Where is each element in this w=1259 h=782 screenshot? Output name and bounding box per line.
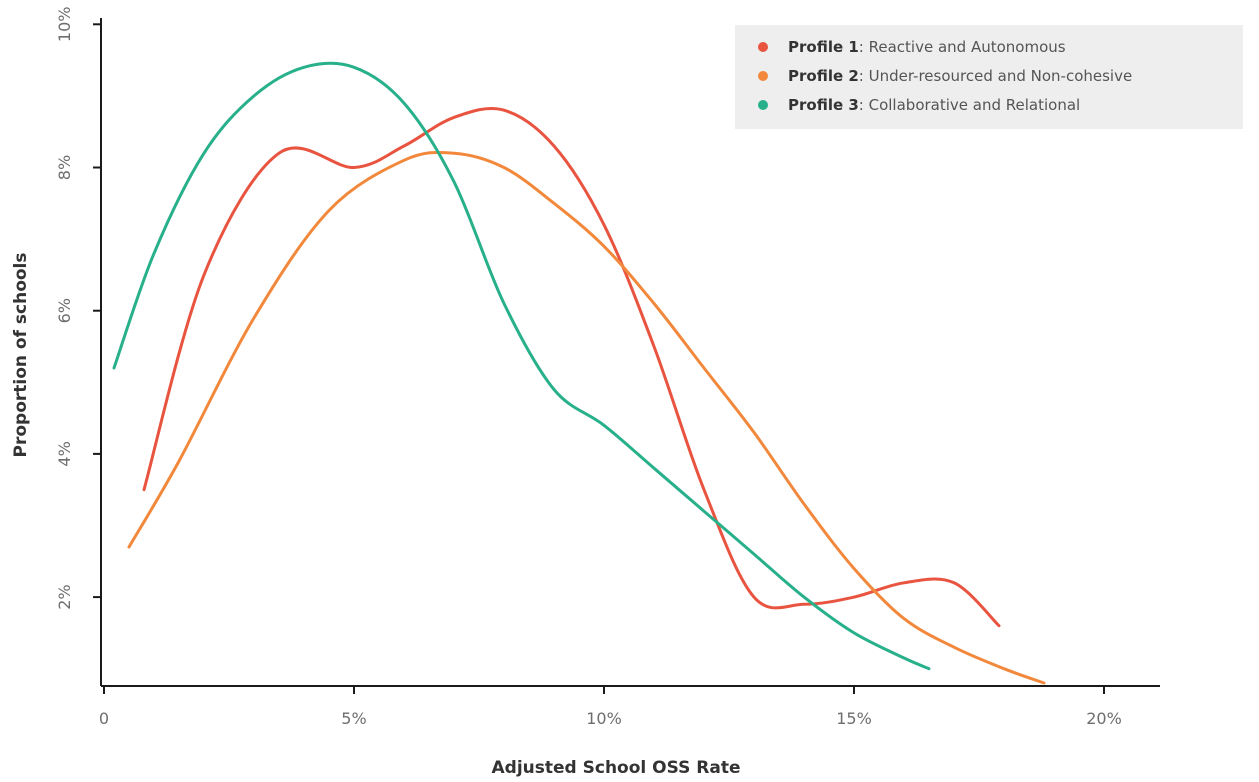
x-tick-label: 5%	[341, 709, 366, 728]
x-axis-title: Adjusted School OSS Rate	[492, 758, 741, 778]
legend-swatch-profile-2	[758, 71, 768, 81]
legend: Profile 1: Reactive and AutonomousProfil…	[735, 25, 1243, 129]
legend-label-bold: Profile 2	[788, 67, 859, 85]
legend-label-bold: Profile 1	[788, 38, 859, 56]
legend-swatch-profile-3	[758, 100, 768, 110]
y-tick-label: 8%	[55, 155, 74, 180]
legend-items: Profile 1: Reactive and AutonomousProfil…	[758, 38, 1132, 114]
series-curves	[112, 61, 1046, 685]
y-tick-label: 6%	[55, 298, 74, 323]
legend-label-profile-3: Profile 3: Collaborative and Relational	[788, 96, 1080, 114]
x-tick-label: 20%	[1086, 709, 1122, 728]
y-tick-label: 2%	[55, 584, 74, 609]
x-tick-label: 0	[99, 709, 109, 728]
x-tick-label: 10%	[586, 709, 622, 728]
legend-label-profile-2: Profile 2: Under-resourced and Non-cohes…	[788, 67, 1132, 85]
axis-ticks: 0 5% 10% 15% 20% 2% 4% 6% 8% 10%	[55, 7, 1122, 728]
legend-swatch-profile-1	[758, 42, 768, 52]
series-line-profile-3	[112, 61, 931, 671]
legend-label-rest: : Under-resourced and Non-cohesive	[859, 67, 1132, 85]
legend-label-rest: : Reactive and Autonomous	[859, 38, 1066, 56]
series-line-profile-1	[142, 106, 1001, 628]
legend-label-rest: : Collaborative and Relational	[859, 96, 1080, 114]
x-tick-label: 15%	[836, 709, 872, 728]
y-tick-label: 10%	[55, 7, 74, 43]
legend-box	[735, 25, 1243, 129]
y-axis-title: Proportion of schools	[11, 252, 31, 457]
legend-label-profile-1: Profile 1: Reactive and Autonomous	[788, 38, 1066, 56]
legend-label-bold: Profile 3	[788, 96, 859, 114]
series-line-profile-2	[127, 150, 1046, 685]
y-tick-label: 4%	[55, 441, 74, 466]
